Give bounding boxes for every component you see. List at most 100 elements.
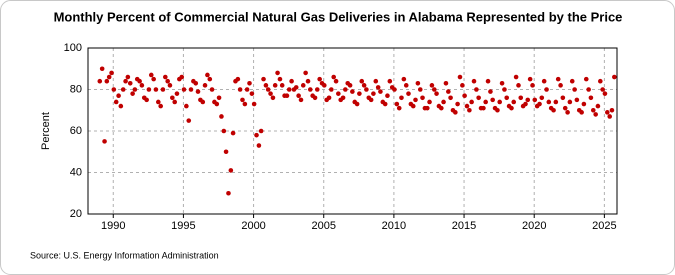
data-point bbox=[364, 87, 369, 92]
data-point bbox=[214, 101, 220, 107]
data-point bbox=[385, 93, 390, 99]
data-point bbox=[132, 87, 138, 92]
data-point bbox=[205, 72, 210, 78]
x-tick-label: 2020 bbox=[522, 220, 546, 232]
data-point bbox=[202, 83, 208, 88]
x-tick-label: 2005 bbox=[311, 220, 335, 232]
data-point bbox=[270, 95, 276, 101]
data-point bbox=[392, 87, 397, 92]
data-point bbox=[420, 95, 425, 101]
data-point bbox=[244, 87, 250, 92]
data-point bbox=[160, 87, 166, 92]
data-point bbox=[184, 103, 189, 109]
data-point bbox=[595, 103, 601, 109]
data-point bbox=[462, 93, 467, 99]
data-point bbox=[406, 91, 411, 96]
data-point bbox=[321, 83, 327, 88]
data-point bbox=[303, 70, 308, 76]
data-point bbox=[387, 78, 393, 84]
data-point bbox=[527, 76, 533, 82]
chart-title: Monthly Percent of Commercial Natural Ga… bbox=[54, 9, 623, 24]
data-point bbox=[118, 103, 124, 109]
data-point bbox=[155, 99, 161, 105]
data-point bbox=[432, 87, 437, 92]
data-point bbox=[511, 99, 517, 105]
data-point bbox=[200, 99, 206, 105]
data-point bbox=[583, 76, 589, 82]
data-point bbox=[307, 87, 313, 92]
data-point bbox=[219, 114, 224, 119]
data-point bbox=[586, 87, 591, 92]
data-point bbox=[441, 99, 446, 105]
data-point bbox=[170, 95, 175, 101]
data-point bbox=[471, 78, 477, 84]
data-point bbox=[497, 99, 502, 105]
data-point bbox=[167, 83, 173, 88]
data-point bbox=[298, 97, 304, 103]
data-point bbox=[424, 105, 430, 111]
data-point bbox=[546, 99, 552, 105]
data-point bbox=[331, 74, 336, 80]
data-point bbox=[144, 97, 149, 103]
data-point bbox=[509, 105, 514, 111]
data-point bbox=[97, 78, 103, 84]
data-point bbox=[555, 76, 561, 82]
x-tick-label: 2025 bbox=[592, 220, 616, 232]
data-point bbox=[336, 91, 341, 96]
data-point bbox=[581, 101, 587, 107]
data-point bbox=[562, 105, 568, 111]
data-point bbox=[609, 107, 615, 113]
data-point bbox=[394, 101, 400, 107]
data-point bbox=[455, 101, 460, 107]
data-point bbox=[504, 95, 510, 101]
data-point bbox=[476, 95, 481, 101]
data-point bbox=[326, 95, 332, 101]
data-point bbox=[265, 87, 271, 92]
data-point bbox=[485, 78, 491, 84]
data-point bbox=[600, 87, 605, 92]
data-point bbox=[165, 78, 171, 84]
data-point bbox=[277, 76, 283, 82]
data-point bbox=[551, 107, 556, 113]
data-point bbox=[593, 112, 598, 117]
data-point bbox=[228, 168, 234, 173]
data-point bbox=[598, 78, 603, 84]
data-point bbox=[237, 87, 243, 92]
data-point bbox=[254, 132, 259, 138]
data-point bbox=[518, 95, 524, 101]
data-point bbox=[590, 107, 596, 113]
data-point bbox=[174, 91, 180, 96]
data-point bbox=[502, 87, 507, 92]
x-tick-label: 2000 bbox=[241, 220, 265, 232]
data-point bbox=[572, 87, 577, 92]
data-point bbox=[249, 91, 255, 96]
data-point bbox=[417, 87, 423, 92]
data-point bbox=[317, 76, 322, 82]
data-point bbox=[247, 80, 252, 86]
data-point bbox=[371, 91, 376, 96]
data-point bbox=[139, 83, 145, 88]
data-point bbox=[375, 85, 381, 90]
data-point bbox=[567, 99, 573, 105]
data-point bbox=[457, 74, 463, 80]
data-point bbox=[120, 87, 126, 92]
data-point bbox=[216, 95, 222, 101]
data-point bbox=[467, 107, 472, 113]
data-point bbox=[513, 74, 519, 80]
data-point bbox=[209, 87, 215, 92]
data-point bbox=[403, 83, 409, 88]
data-point bbox=[612, 74, 617, 80]
data-point bbox=[539, 95, 545, 101]
data-point bbox=[188, 87, 194, 92]
y-tick-label: 40 bbox=[70, 166, 82, 178]
data-point bbox=[516, 83, 521, 88]
data-point bbox=[350, 89, 355, 94]
data-point bbox=[123, 78, 128, 84]
data-point bbox=[343, 87, 348, 92]
data-point bbox=[525, 97, 531, 103]
data-point bbox=[399, 95, 404, 101]
x-tick-label: 2015 bbox=[452, 220, 476, 232]
data-point bbox=[221, 128, 227, 134]
